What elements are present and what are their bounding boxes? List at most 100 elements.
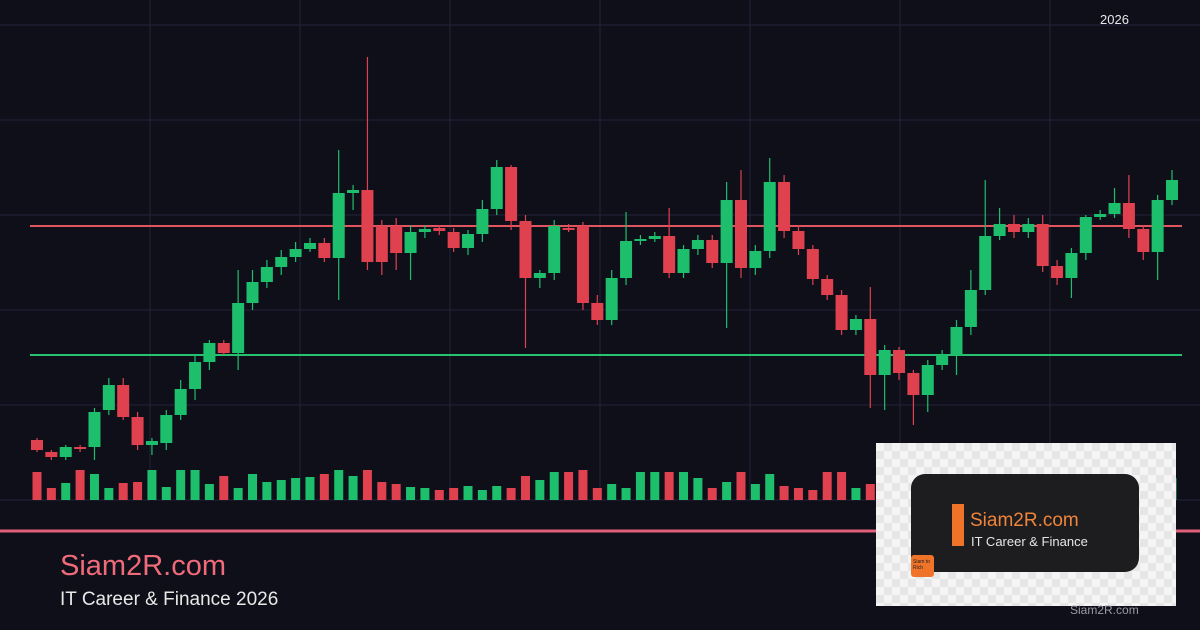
candle-body <box>533 273 546 278</box>
candle-body <box>734 200 747 268</box>
candle-body <box>189 362 202 389</box>
candle-body <box>519 221 532 278</box>
volume-bar <box>837 472 847 500</box>
volume-bar <box>305 477 315 500</box>
volume-bar <box>248 474 258 500</box>
candle-body <box>404 232 417 253</box>
candle-body <box>318 243 331 258</box>
candle-body <box>88 412 101 447</box>
volume-bar <box>693 478 703 500</box>
card-inner: Siam2R.com IT Career & Finance Siam to R… <box>911 474 1139 577</box>
volume-bar <box>664 472 674 500</box>
candle-body <box>1166 180 1178 200</box>
candle-body <box>663 236 676 273</box>
volume-bar <box>592 488 602 500</box>
card-bar <box>952 504 964 546</box>
candle-body <box>74 447 87 449</box>
candle-body <box>418 229 431 232</box>
volume-bar <box>822 472 832 500</box>
volume-bar <box>477 490 487 500</box>
volume-bar <box>851 488 861 500</box>
volume-bar <box>679 472 689 500</box>
candle-body <box>447 232 460 248</box>
candle-body <box>936 355 949 365</box>
candle-body <box>347 190 360 193</box>
candle-body <box>1022 224 1035 232</box>
candle-body <box>1079 217 1092 253</box>
year-label: 2026 <box>1100 12 1129 27</box>
volume-bar <box>334 470 344 500</box>
candle-body <box>174 389 187 415</box>
card-brand: Siam2R.com <box>970 510 1079 531</box>
volume-bar <box>564 472 574 500</box>
candle-body <box>806 249 819 279</box>
candle-body <box>720 200 733 263</box>
candle-body <box>864 319 877 375</box>
volume-bar <box>535 480 545 500</box>
volume-bar <box>75 470 85 500</box>
candle-body <box>490 167 503 209</box>
volume-bar <box>319 474 329 500</box>
candle-body <box>31 440 43 450</box>
volume-bar <box>204 484 214 500</box>
candle-body <box>907 373 920 395</box>
volume-bar <box>362 470 372 500</box>
candle-body <box>677 249 690 273</box>
volume-bar <box>492 486 502 500</box>
candle-body <box>1065 253 1078 278</box>
candle-body <box>763 182 776 251</box>
candle-body <box>950 327 963 355</box>
candle-body <box>462 234 475 248</box>
candle-body <box>691 240 704 249</box>
candle-body <box>964 290 977 327</box>
volume-bar <box>434 490 444 500</box>
candle-body <box>605 278 618 320</box>
volume-bar <box>118 483 128 500</box>
candle-body <box>821 279 834 295</box>
volume-bar <box>233 488 243 500</box>
candle-body <box>246 282 259 303</box>
volume-bar <box>722 482 732 500</box>
candle-body <box>979 236 992 290</box>
candle-body <box>591 303 604 320</box>
volume-bar <box>420 488 430 500</box>
volume-bar <box>808 490 818 500</box>
brand: Siam2R.com <box>60 550 226 582</box>
candle-body <box>131 417 144 445</box>
candle-body <box>648 236 661 239</box>
candle-body <box>476 209 489 234</box>
candle-body <box>1151 200 1164 252</box>
candle-body <box>303 243 316 249</box>
candle-body <box>620 241 633 278</box>
candle-body <box>993 224 1006 236</box>
volume-bar <box>276 480 286 500</box>
candle-body <box>576 226 589 303</box>
volume-bar <box>736 472 746 500</box>
candle-body <box>849 319 862 330</box>
watermark: Siam2R.com <box>1070 603 1139 617</box>
candle-body <box>375 226 388 262</box>
candle-body <box>145 441 158 445</box>
candle-body <box>1137 229 1150 252</box>
volume-bar <box>161 487 171 500</box>
candle-body <box>160 415 173 443</box>
volume-bar <box>190 470 200 500</box>
volume-bar <box>348 476 358 500</box>
volume-bar <box>549 472 559 500</box>
candle-body <box>548 226 561 273</box>
volume-bar <box>650 472 660 500</box>
candle-body <box>1007 224 1020 232</box>
volume-bar <box>262 482 272 500</box>
volume-bar <box>707 488 717 500</box>
candle-body <box>59 447 72 457</box>
candle-body <box>749 251 762 268</box>
candle-body <box>1051 266 1064 278</box>
candle-body <box>289 249 302 257</box>
candle-body <box>361 190 374 262</box>
candle-body <box>117 385 130 417</box>
volume-bar <box>793 488 803 500</box>
candle-body <box>634 239 647 241</box>
volume-bar <box>750 484 760 500</box>
volume-bar <box>291 478 301 500</box>
